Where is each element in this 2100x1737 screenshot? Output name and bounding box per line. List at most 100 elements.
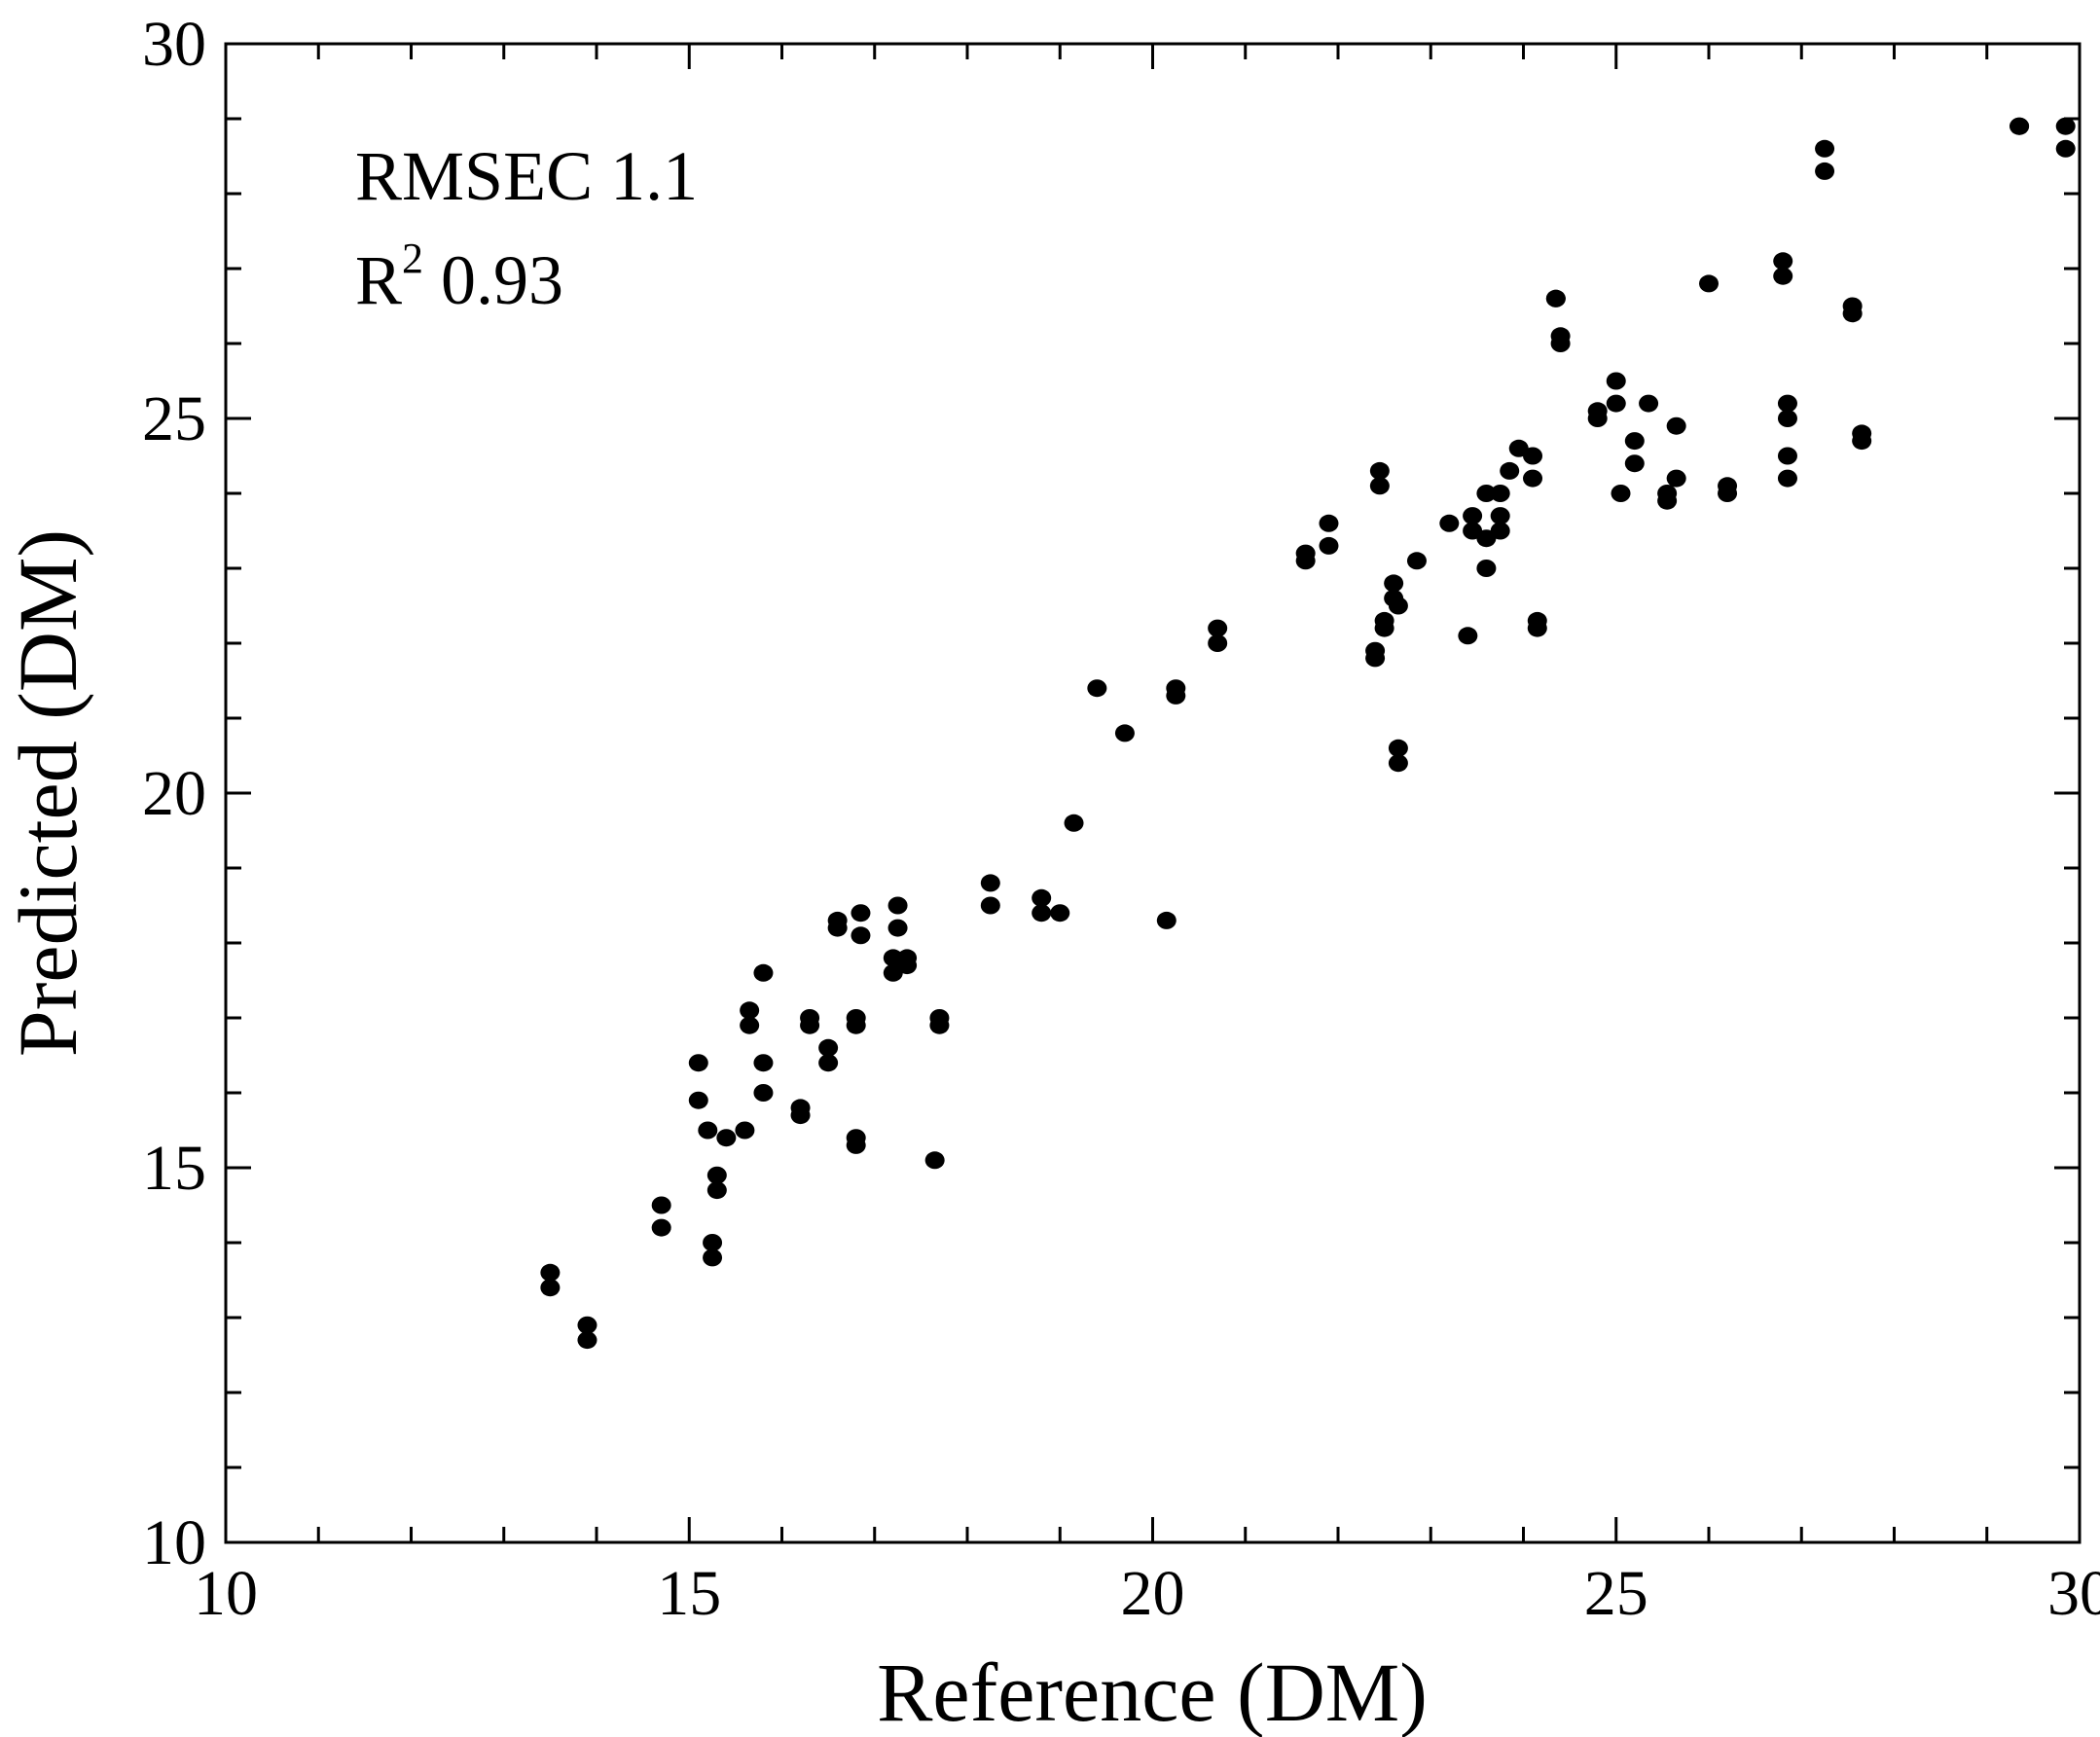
data-point: [1624, 432, 1645, 451]
data-point: [846, 1016, 866, 1034]
data-point: [1032, 904, 1052, 923]
data-point: [2055, 117, 2076, 135]
data-point: [1777, 447, 1797, 465]
data-point: [1064, 814, 1084, 832]
data-point: [651, 1196, 671, 1214]
data-point: [1319, 514, 1339, 532]
data-point: [753, 963, 774, 982]
data-point: [846, 1136, 866, 1154]
data-point: [1611, 485, 1631, 502]
data-point: [706, 1166, 727, 1184]
data-point: [1815, 162, 1835, 180]
data-point: [1156, 911, 1177, 929]
x-tick-label: 10: [194, 1558, 258, 1629]
data-point: [1815, 139, 1835, 158]
x-axis-label: Reference (DM): [877, 1646, 1428, 1737]
y-tick-label: 15: [142, 1133, 206, 1204]
data-point: [753, 1084, 774, 1102]
rmsec-annotation: RMSEC 1.1: [355, 137, 698, 215]
data-point: [1295, 552, 1316, 570]
data-point: [1388, 739, 1408, 757]
data-point: [1369, 461, 1390, 480]
data-point: [1365, 649, 1386, 668]
data-point: [1490, 507, 1510, 525]
data-point: [698, 1121, 718, 1140]
data-point: [1032, 888, 1052, 907]
x-tick-label: 25: [1584, 1558, 1648, 1629]
data-point: [1718, 485, 1738, 502]
data-point: [703, 1234, 723, 1251]
data-point: [1639, 394, 1659, 413]
y-axis-label: Predicted (DM): [1, 529, 94, 1057]
data-point: [651, 1218, 671, 1237]
y-tick-label: 25: [142, 383, 206, 454]
x-tick-label: 15: [657, 1558, 721, 1629]
data-point: [1208, 619, 1228, 637]
data-point: [790, 1106, 811, 1125]
data-point: [716, 1129, 737, 1147]
r2-annotation: R2 0.93: [355, 235, 563, 319]
data-point: [1699, 274, 1719, 293]
data-point: [1550, 335, 1571, 352]
data-point: [1773, 267, 1793, 285]
data-point: [924, 1151, 945, 1170]
data-point: [1523, 447, 1543, 465]
data-point: [1545, 289, 1566, 308]
data-point: [1476, 560, 1497, 577]
data-point: [980, 896, 1000, 915]
data-point: [1458, 627, 1478, 645]
tick-labels: 10 15 20 25 30 10 15 20 25 30: [142, 9, 2100, 1629]
data-point: [1114, 724, 1135, 742]
data-point: [688, 1091, 708, 1109]
data-point: [1624, 454, 1645, 473]
data-point: [1666, 416, 1686, 435]
data-point: [851, 904, 871, 923]
data-point: [818, 1038, 839, 1057]
data-point: [1527, 619, 1547, 637]
data-point: [1523, 469, 1543, 488]
data-point: [703, 1248, 723, 1267]
data-point: [706, 1181, 727, 1200]
data-point: [1606, 394, 1626, 413]
data-point: [1500, 461, 1520, 480]
x-tick-label: 20: [1121, 1558, 1185, 1629]
data-point: [1384, 574, 1404, 593]
data-point: [887, 919, 908, 937]
y-tick-label: 10: [142, 1507, 206, 1578]
data-point: [735, 1121, 755, 1140]
data-points: [540, 117, 2076, 1350]
data-point: [688, 1054, 708, 1072]
data-point: [1852, 432, 1872, 451]
x-tick-label: 30: [2047, 1558, 2100, 1629]
data-point: [1490, 522, 1510, 540]
data-point: [980, 874, 1000, 892]
data-point: [540, 1263, 561, 1282]
data-point: [753, 1054, 774, 1072]
data-point: [1369, 477, 1390, 495]
data-point: [2009, 117, 2030, 135]
data-point: [1208, 634, 1228, 652]
data-point: [577, 1316, 597, 1334]
data-point: [887, 896, 908, 915]
data-point: [577, 1331, 597, 1350]
data-point: [1606, 372, 1626, 390]
data-point: [1777, 469, 1797, 488]
data-point: [929, 1016, 950, 1034]
data-point: [740, 1001, 760, 1020]
data-point: [851, 926, 871, 945]
data-point: [1657, 491, 1678, 510]
data-point: [1463, 507, 1483, 525]
data-point: [800, 1016, 820, 1034]
data-point: [740, 1016, 760, 1034]
data-point: [1374, 619, 1394, 637]
data-point: [1388, 597, 1408, 615]
axis-ticks: [224, 42, 2082, 1544]
data-point: [818, 1054, 839, 1072]
data-point: [1476, 485, 1497, 502]
r2-value: 0.93: [423, 241, 563, 319]
y-tick-label: 20: [142, 758, 206, 829]
data-point: [1439, 514, 1460, 532]
data-point: [540, 1279, 561, 1297]
data-point: [897, 957, 918, 975]
